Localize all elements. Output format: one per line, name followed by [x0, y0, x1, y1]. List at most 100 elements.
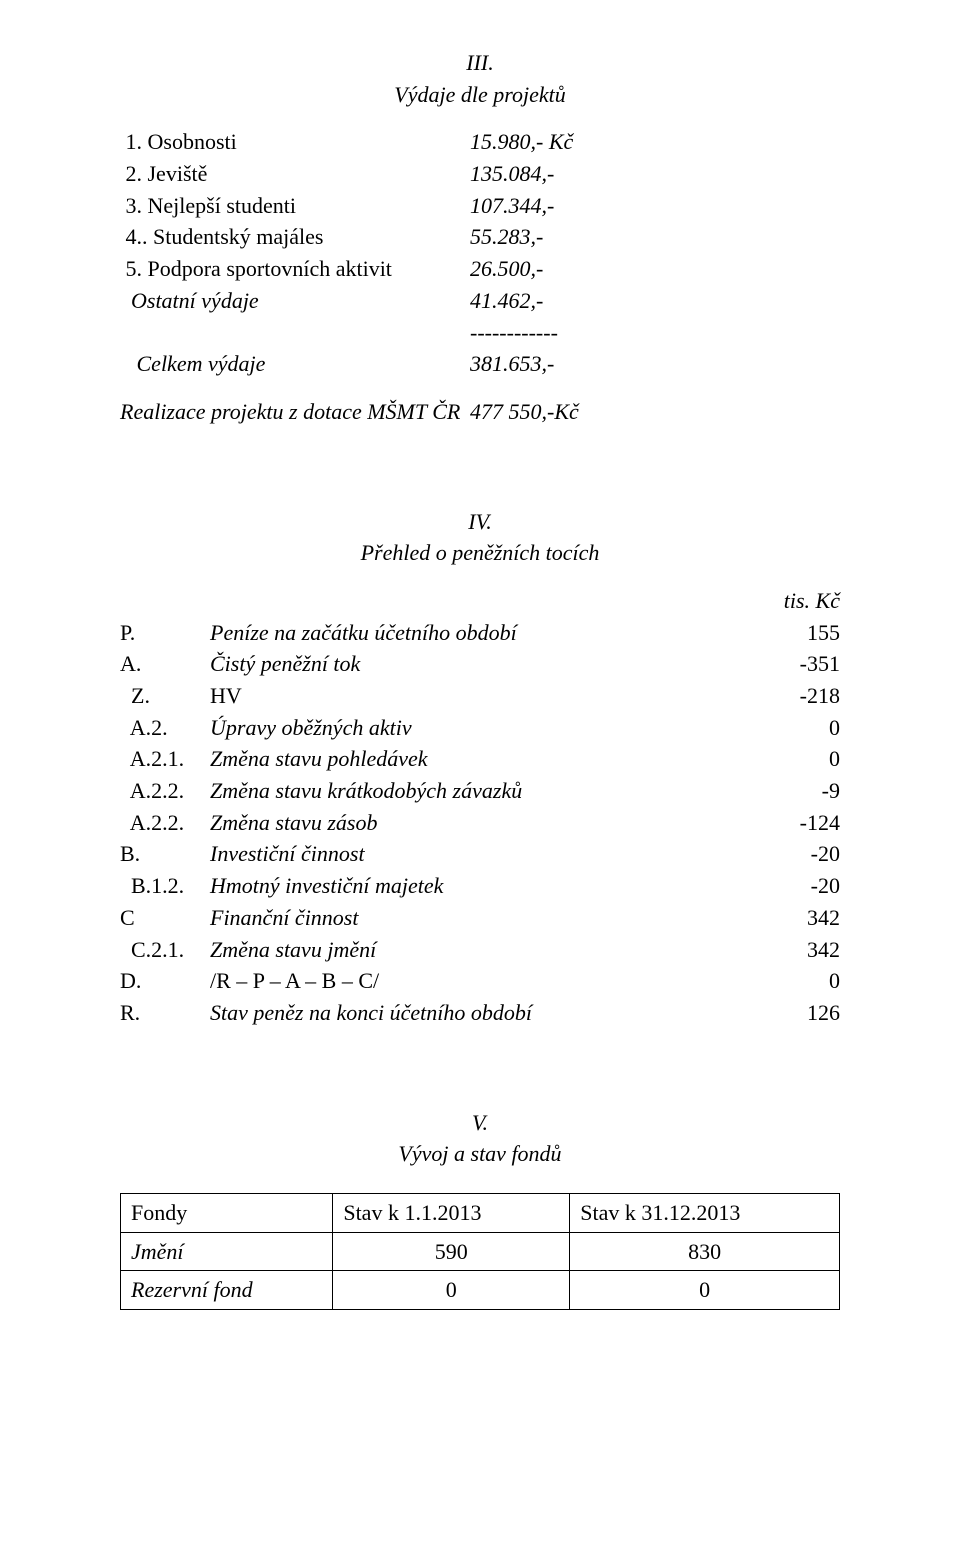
- cashflow-value: 126: [750, 998, 840, 1028]
- cashflow-label: Stav peněz na konci účetního období: [210, 998, 750, 1028]
- expense-row: 3. Nejlepší studenti107.344,-: [120, 191, 840, 221]
- cashflow-code: B.: [120, 839, 210, 869]
- cashflow-code: B.1.2.: [120, 871, 210, 901]
- cashflow-unit-row: tis. Kč: [120, 586, 840, 616]
- cashflow-code: P.: [120, 618, 210, 648]
- cashflow-code: Z.: [120, 681, 210, 711]
- expense-total-row: Celkem výdaje381.653,-: [120, 349, 840, 379]
- funds-row-c1: 0: [333, 1271, 570, 1310]
- cashflow-label: Čistý peněžní tok: [210, 649, 750, 679]
- expense-label: 5. Podpora sportovních aktivit: [120, 254, 470, 284]
- section3-heading: III. Výdaje dle projektů: [120, 48, 840, 109]
- expense-label: 4.. Studentský majáles: [120, 222, 470, 252]
- cashflow-label: Peníze na začátku účetního období: [210, 618, 750, 648]
- funds-row: Jmění 590 830: [121, 1232, 840, 1271]
- cashflow-code: D.: [120, 966, 210, 996]
- cashflow-row: Z.HV-218: [120, 681, 840, 711]
- cashflow-label: Změna stavu krátkodobých závazků: [210, 776, 750, 806]
- funds-row-c2: 0: [570, 1271, 840, 1310]
- cashflow-label: Investiční činnost: [210, 839, 750, 869]
- expense-amount: 107.344,-: [470, 191, 840, 221]
- cashflow-row: R.Stav peněz na konci účetního období126: [120, 998, 840, 1028]
- cashflow-value: 0: [750, 713, 840, 743]
- cashflow-value: -124: [750, 808, 840, 838]
- cashflow-value: -20: [750, 871, 840, 901]
- cashflow-value: -351: [750, 649, 840, 679]
- divider: ------------: [470, 318, 840, 348]
- expense-label: 2. Jeviště: [120, 159, 470, 189]
- cashflow-row: A.2.2.Změna stavu krátkodobých závazků-9: [120, 776, 840, 806]
- cashflow-row: A.2.2.Změna stavu zásob-124: [120, 808, 840, 838]
- section5-block: V. Vývoj a stav fondů Fondy Stav k 1.1.2…: [120, 1108, 840, 1310]
- cashflow-code: C: [120, 903, 210, 933]
- cashflow-unit: tis. Kč: [750, 586, 840, 616]
- expense-row: 5. Podpora sportovních aktivit26.500,-: [120, 254, 840, 284]
- funds-row-c1: 590: [333, 1232, 570, 1271]
- dotace-row: Realizace projektu z dotace MŠMT ČR477 5…: [120, 397, 840, 427]
- cashflow-value: -9: [750, 776, 840, 806]
- cashflow-value: 342: [750, 903, 840, 933]
- expense-amount: 26.500,-: [470, 254, 840, 284]
- cashflow-label: Změna stavu pohledávek: [210, 744, 750, 774]
- expense-row: 2. Jeviště135.084,-: [120, 159, 840, 189]
- cashflow-row: B.1.2.Hmotný investiční majetek-20: [120, 871, 840, 901]
- cashflow-code: A.2.1.: [120, 744, 210, 774]
- section3-number: III.: [120, 48, 840, 78]
- cashflow-row: A.2.1.Změna stavu pohledávek0: [120, 744, 840, 774]
- expense-label: Ostatní výdaje: [120, 286, 470, 316]
- cashflow-label: Změna stavu jmění: [210, 935, 750, 965]
- page: III. Výdaje dle projektů 1. Osobnosti15.…: [0, 0, 960, 1567]
- cashflow-label: Finanční činnost: [210, 903, 750, 933]
- cashflow-code: A.2.2.: [120, 808, 210, 838]
- funds-header-start: Stav k 1.1.2013: [333, 1193, 570, 1232]
- cashflow-label: Změna stavu zásob: [210, 808, 750, 838]
- expense-amount: 41.462,-: [470, 286, 840, 316]
- cashflow-value: -20: [750, 839, 840, 869]
- cashflow-code: A.2.: [120, 713, 210, 743]
- section5-title: Vývoj a stav fondů: [398, 1141, 561, 1166]
- spacer: [210, 586, 750, 616]
- funds-row-c2: 830: [570, 1232, 840, 1271]
- expense-amount: 135.084,-: [470, 159, 840, 189]
- section4-title: Přehled o peněžních tocích: [361, 540, 600, 565]
- section5-number: V.: [120, 1108, 840, 1138]
- expenses-list: 1. Osobnosti15.980,- Kč 2. Jeviště135.08…: [120, 127, 840, 426]
- expense-row: 4.. Studentský majáles55.283,-: [120, 222, 840, 252]
- expense-label: 1. Osobnosti: [120, 127, 470, 157]
- cashflow-value: 0: [750, 744, 840, 774]
- expense-row: Ostatní výdaje41.462,-: [120, 286, 840, 316]
- cashflow-value: -218: [750, 681, 840, 711]
- cashflow-row: CFinanční činnost342: [120, 903, 840, 933]
- cashflow-row: P.Peníze na začátku účetního období155: [120, 618, 840, 648]
- cashflow-code: A.: [120, 649, 210, 679]
- cashflow-code: R.: [120, 998, 210, 1028]
- cashflow-value: 0: [750, 966, 840, 996]
- cashflow-row: A.2.Úpravy oběžných aktiv0: [120, 713, 840, 743]
- section5-heading: V. Vývoj a stav fondů: [120, 1108, 840, 1169]
- cashflow-row: B.Investiční činnost-20: [120, 839, 840, 869]
- section4-heading: IV. Přehled o peněžních tocích: [120, 507, 840, 568]
- expense-amount: 55.283,-: [470, 222, 840, 252]
- funds-header-end: Stav k 31.12.2013: [570, 1193, 840, 1232]
- dotace-label: Realizace projektu z dotace MŠMT ČR: [120, 397, 470, 427]
- cashflow-value: 342: [750, 935, 840, 965]
- funds-row-label: Jmění: [121, 1232, 333, 1271]
- expense-row: 1. Osobnosti15.980,- Kč: [120, 127, 840, 157]
- cashflow-label: Úpravy oběžných aktiv: [210, 713, 750, 743]
- cashflow-row: A.Čistý peněžní tok-351: [120, 649, 840, 679]
- spacer: [120, 586, 210, 616]
- expense-total-label: Celkem výdaje: [120, 349, 470, 379]
- section4-number: IV.: [120, 507, 840, 537]
- cashflow-row: D./R – P – A – B – C/0: [120, 966, 840, 996]
- cashflow-label: HV: [210, 681, 750, 711]
- funds-header-row: Fondy Stav k 1.1.2013 Stav k 31.12.2013: [121, 1193, 840, 1232]
- cashflow-lines: P.Peníze na začátku účetního období155A.…: [120, 618, 840, 1028]
- expense-total-amount: 381.653,-: [470, 349, 840, 379]
- expense-label: 3. Nejlepší studenti: [120, 191, 470, 221]
- cashflow-code: A.2.2.: [120, 776, 210, 806]
- section4-block: IV. Přehled o peněžních tocích tis. Kč P…: [120, 507, 840, 1028]
- cashflow-label: /R – P – A – B – C/: [210, 966, 750, 996]
- dotace-amount: 477 550,-Kč: [470, 397, 840, 427]
- section3-title: Výdaje dle projektů: [394, 82, 565, 107]
- funds-table: Fondy Stav k 1.1.2013 Stav k 31.12.2013 …: [120, 1193, 840, 1310]
